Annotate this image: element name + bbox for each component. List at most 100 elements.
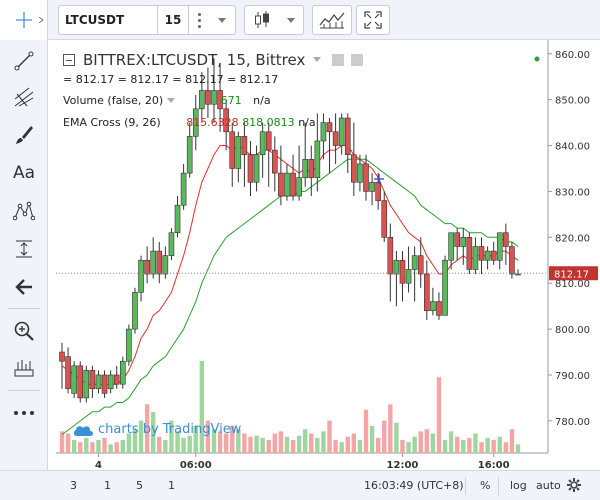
range-1d-button[interactable]: 1 xyxy=(168,479,175,492)
volume-bar xyxy=(175,431,180,453)
cursor-crosshair-icon xyxy=(374,174,384,184)
chart-type-button[interactable] xyxy=(244,5,304,35)
candle-body xyxy=(253,154,260,183)
volume-bar xyxy=(290,440,296,453)
chevron-down-icon[interactable] xyxy=(313,57,322,62)
volume-bar xyxy=(217,431,223,453)
volume-bar xyxy=(363,409,369,453)
volume-bar xyxy=(248,436,253,453)
candle-body xyxy=(180,172,187,206)
arrow-left-icon xyxy=(15,279,32,295)
volume-bar xyxy=(187,435,192,453)
volume-bar xyxy=(260,437,265,453)
interval-button[interactable]: 15 xyxy=(157,5,189,35)
volume-bar xyxy=(71,440,77,453)
collapse-icon[interactable] xyxy=(63,54,75,66)
candle-body xyxy=(223,108,229,133)
ema-legend[interactable]: EMA Cross (9, 26) 815.6328 818.0813 n/a xyxy=(63,116,316,129)
volume-bar xyxy=(442,440,448,453)
candle-body xyxy=(448,232,454,261)
more-tools-button[interactable] xyxy=(0,398,48,428)
log-toggle[interactable]: log xyxy=(510,479,527,492)
candle-body xyxy=(496,232,503,261)
ema-label: EMA Cross (9, 26) xyxy=(63,116,161,129)
candle-body xyxy=(284,172,290,197)
price-tick-label: 850.00 xyxy=(555,96,590,107)
candle-body xyxy=(205,90,211,105)
volume-bar xyxy=(455,436,460,453)
volume-bar xyxy=(169,420,174,453)
clock-readout[interactable]: 16:03:49 (UTC+8) xyxy=(364,479,464,492)
candle-body xyxy=(259,131,266,156)
candle-body xyxy=(65,356,71,390)
candle-body xyxy=(272,149,278,174)
range-5d-button[interactable]: 5 xyxy=(136,479,143,492)
candle-body xyxy=(515,273,521,276)
settings-icon[interactable] xyxy=(332,54,345,66)
percent-toggle[interactable]: % xyxy=(480,479,491,492)
candle-body xyxy=(314,140,321,178)
pattern-icon xyxy=(13,201,35,221)
volume-legend[interactable]: Volume (false, 20) 671 n/a xyxy=(63,94,271,107)
range-3d-button[interactable]: 3 xyxy=(70,479,77,492)
candle-body xyxy=(369,181,375,192)
price-chart[interactable]: 860.00 850.00 840.00 830.00 820.00 810.00 800.… xyxy=(56,40,600,473)
interval-menu-button[interactable] xyxy=(188,5,236,35)
symbol-input[interactable]: LTCUSDT xyxy=(58,5,158,35)
text-tool[interactable]: Aa xyxy=(0,158,48,188)
pattern-tool[interactable] xyxy=(0,196,48,226)
pitchfork-tool[interactable] xyxy=(0,82,48,112)
back-arrow-tool[interactable] xyxy=(0,272,48,302)
candle-body xyxy=(417,255,424,275)
candle-body xyxy=(120,360,126,385)
brush-tool[interactable] xyxy=(0,120,48,150)
crosshair-tool-button[interactable] xyxy=(0,0,48,40)
candle-body xyxy=(174,204,181,234)
chevron-down-icon xyxy=(287,17,295,23)
time-axis[interactable]: 4 06:00 12:00 16:00 xyxy=(95,453,510,471)
volume-bar xyxy=(448,431,454,453)
candle-body xyxy=(89,370,96,390)
volume-bar xyxy=(400,440,405,453)
volume-bar xyxy=(199,361,205,453)
ema-lines xyxy=(61,144,519,436)
candle-body xyxy=(411,255,418,270)
range-1m-button[interactable]: 1 xyxy=(104,479,111,492)
brush-icon xyxy=(16,126,33,144)
chevron-down-icon xyxy=(218,17,227,23)
volume-bars xyxy=(59,361,521,453)
price-axis[interactable]: 860.00 850.00 840.00 830.00 820.00 810.00 800.… xyxy=(548,50,598,428)
candle-body xyxy=(265,131,272,151)
volume-bar xyxy=(205,420,211,453)
chart-legend-title[interactable]: BITTREX:LTCUSDT, 15, Bittrex xyxy=(63,51,364,69)
auto-toggle[interactable]: auto xyxy=(536,479,561,492)
zoom-tool[interactable] xyxy=(0,316,48,346)
candle-body xyxy=(338,117,345,146)
price-tick-label: 810.00 xyxy=(555,279,590,290)
indicators-button[interactable] xyxy=(312,5,352,35)
candle-body xyxy=(59,351,65,362)
volume-bar xyxy=(436,377,442,453)
volume-bar xyxy=(296,435,302,453)
current-price-label: 812.17 xyxy=(554,269,589,280)
gear-icon[interactable] xyxy=(567,478,581,492)
fullscreen-button[interactable] xyxy=(356,5,390,35)
magnet-tool[interactable] xyxy=(0,354,48,384)
tradingview-watermark[interactable]: charts by TradingView xyxy=(72,422,241,437)
candlesticks xyxy=(59,58,521,403)
candle-body xyxy=(478,246,485,261)
candle-body xyxy=(241,136,248,156)
volume-bar xyxy=(467,437,472,453)
volume-bar xyxy=(272,433,277,453)
measure-tool[interactable] xyxy=(0,234,48,264)
candle-body xyxy=(308,159,315,178)
trend-line-tool[interactable] xyxy=(0,46,48,76)
chevron-down-icon[interactable] xyxy=(167,98,176,103)
candle-body xyxy=(186,136,193,174)
status-dot xyxy=(534,56,540,62)
more-horizontal-icon xyxy=(14,411,34,415)
candle-body xyxy=(375,181,381,201)
close-icon[interactable] xyxy=(351,54,364,66)
watermark-text: charts by TradingView xyxy=(98,422,242,437)
candle-body xyxy=(436,301,442,316)
